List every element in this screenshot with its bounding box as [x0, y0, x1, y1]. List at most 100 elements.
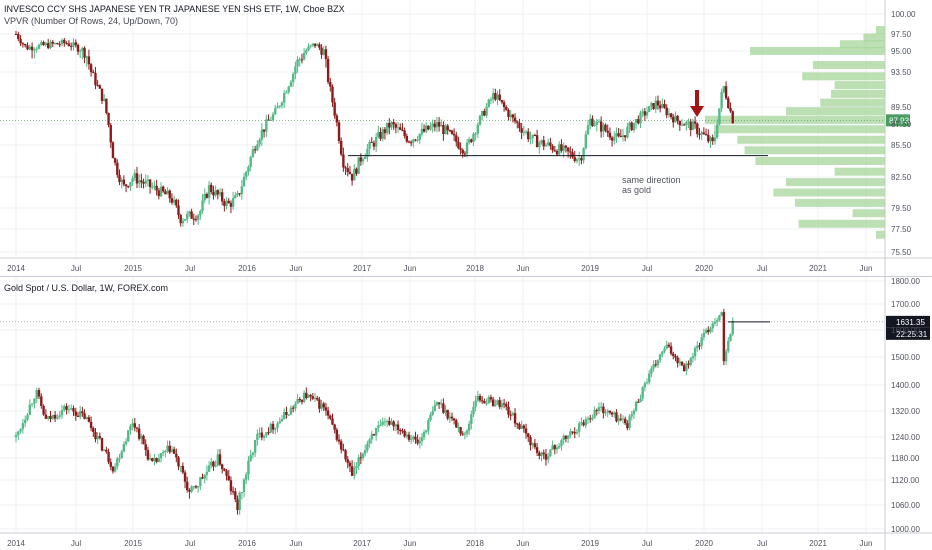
- candle: [656, 359, 660, 369]
- candle: [170, 445, 174, 453]
- candle-body: [538, 142, 541, 148]
- gold-chart-pane[interactable]: 1631.35 22:25:31 1800.00 1700.00 1600.00 1500…: [0, 277, 932, 550]
- candle-body: [626, 423, 629, 429]
- candle: [344, 165, 347, 175]
- candle: [637, 115, 640, 125]
- down-arrow-annotation[interactable]: [690, 90, 704, 117]
- candle-body: [231, 198, 235, 207]
- candle-body: [40, 396, 43, 406]
- candle: [435, 401, 439, 407]
- candle: [37, 43, 41, 50]
- candle: [685, 120, 688, 131]
- candle-body: [92, 72, 95, 74]
- candle: [724, 81, 728, 100]
- candle-body: [17, 431, 20, 435]
- candle: [680, 361, 684, 367]
- candle-body: [172, 199, 176, 203]
- vpvr-indicator-label[interactable]: VPVR (Number Of Rows, 24, Up/Down, 70): [4, 16, 179, 26]
- candle: [129, 181, 132, 192]
- candle: [305, 48, 308, 56]
- candle-body: [720, 312, 723, 316]
- candle-body: [285, 411, 288, 415]
- candle-body: [529, 138, 532, 140]
- candle: [442, 398, 445, 415]
- candle: [372, 140, 376, 151]
- candle-body: [19, 39, 22, 44]
- etf-chart-pane[interactable]: same direction as gold 87.93 100.00 97.50 95.…: [0, 0, 932, 276]
- candle: [181, 217, 185, 227]
- candle-body: [276, 106, 279, 109]
- etf-legend: INVESCO CCY SHS JAPANESE YEN TR JAPANESE…: [4, 3, 345, 27]
- candle-body: [353, 168, 356, 181]
- candle: [320, 44, 323, 59]
- candle-body: [324, 49, 328, 60]
- candle: [485, 103, 488, 118]
- candle-body: [316, 397, 319, 400]
- candle: [663, 99, 666, 109]
- candle: [667, 108, 671, 118]
- candle: [344, 448, 347, 462]
- candle: [23, 43, 27, 48]
- candle-body: [564, 435, 568, 439]
- candle-body: [348, 172, 352, 174]
- candle-body: [89, 421, 93, 429]
- candle: [496, 399, 499, 406]
- candle: [137, 424, 141, 441]
- candle: [457, 136, 460, 150]
- candle: [227, 198, 230, 204]
- candle: [269, 116, 272, 122]
- candle-body: [474, 133, 477, 135]
- candle-body: [247, 166, 250, 172]
- candle: [418, 436, 421, 449]
- candle: [229, 200, 233, 214]
- candle: [639, 110, 642, 129]
- candle: [78, 406, 82, 420]
- candle: [53, 42, 57, 45]
- candle-body: [227, 200, 230, 204]
- candle: [324, 45, 328, 68]
- gold-chart-svg[interactable]: 1631.35 22:25:31 1800.00 1700.00 1600.00 1500…: [0, 277, 932, 550]
- candle-body: [680, 361, 684, 366]
- candle: [287, 414, 290, 416]
- candle-body: [713, 137, 717, 142]
- candle-body: [236, 193, 239, 196]
- candle-body: [348, 462, 352, 467]
- candle: [444, 123, 447, 135]
- candle-body: [597, 407, 601, 411]
- candle-body: [529, 437, 532, 446]
- candle: [630, 411, 633, 421]
- candle: [727, 96, 730, 109]
- candle: [368, 437, 371, 448]
- candle: [280, 415, 284, 422]
- candle-body: [74, 42, 77, 45]
- annotation-line-1[interactable]: same direction: [622, 175, 681, 185]
- candle: [724, 348, 728, 365]
- candle-body: [483, 401, 486, 404]
- candle: [604, 408, 607, 416]
- candle-body: [628, 122, 631, 127]
- candle: [374, 132, 378, 153]
- candle: [385, 122, 389, 136]
- candle-body: [637, 119, 640, 124]
- candle-body: [392, 122, 395, 125]
- candle-body: [502, 102, 506, 107]
- candle-body: [455, 135, 458, 142]
- candle: [120, 449, 123, 459]
- candle-body: [113, 158, 117, 163]
- pane-divider[interactable]: [0, 276, 932, 277]
- candle-body: [377, 132, 380, 137]
- candle-body: [181, 465, 185, 473]
- candle: [179, 213, 182, 227]
- candle: [465, 138, 469, 158]
- candle-body: [300, 399, 304, 402]
- x-tick-label: 2017: [353, 539, 371, 548]
- candle: [615, 127, 618, 144]
- candle: [463, 151, 467, 158]
- candle: [431, 119, 434, 133]
- candle: [296, 393, 299, 404]
- candle-body: [606, 410, 609, 413]
- annotation-line-2[interactable]: as gold: [622, 185, 651, 195]
- candle-body: [42, 42, 45, 46]
- candle-body: [28, 46, 31, 50]
